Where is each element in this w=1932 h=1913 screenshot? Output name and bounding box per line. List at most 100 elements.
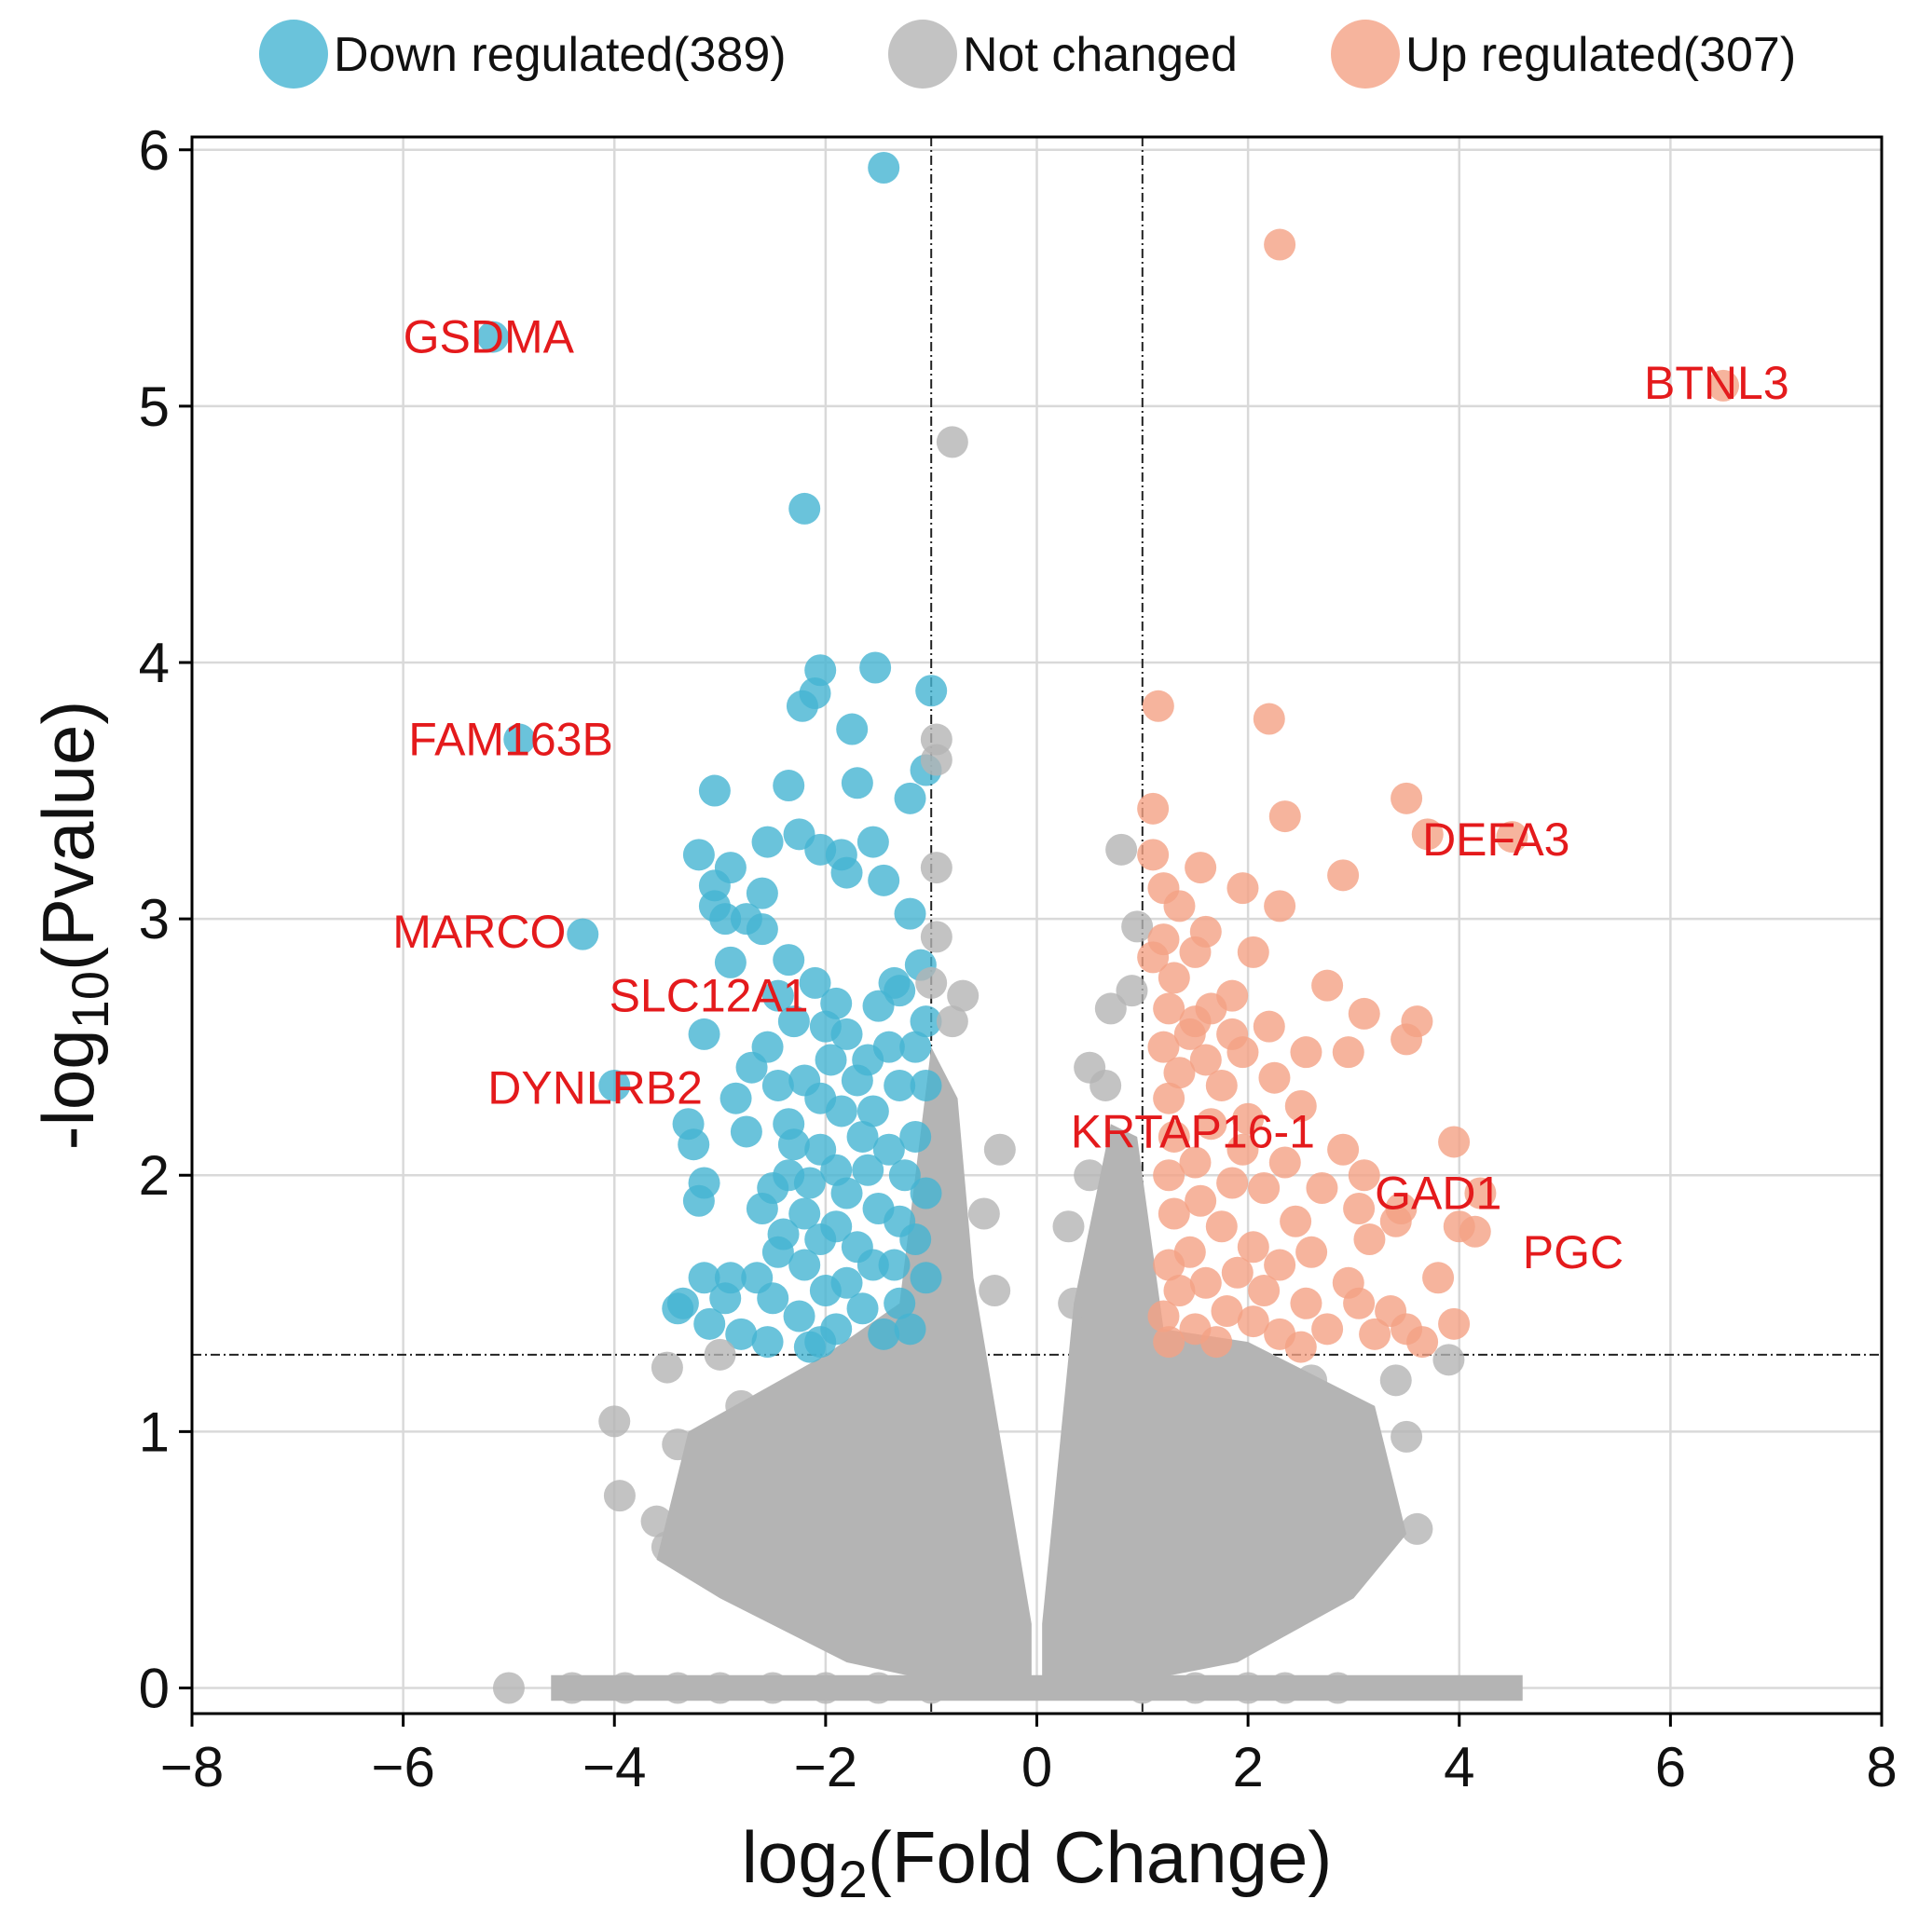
up-point xyxy=(1142,690,1174,722)
nc-point xyxy=(704,1672,736,1704)
up-point xyxy=(1359,1318,1391,1350)
up-point xyxy=(1237,1231,1269,1264)
nc-point xyxy=(555,1672,588,1704)
nc-point xyxy=(757,1672,789,1704)
up-point xyxy=(1284,1089,1317,1122)
down-point xyxy=(841,767,873,799)
down-point xyxy=(868,1318,900,1350)
up-point xyxy=(1268,1146,1301,1179)
down-point xyxy=(804,1223,837,1256)
x-axis-title-rest: (Fold Change) xyxy=(868,1816,1333,1898)
gene-label: PGC xyxy=(1523,1226,1624,1278)
down-point xyxy=(830,1177,863,1209)
down-point xyxy=(899,1223,932,1256)
down-point xyxy=(788,1249,821,1281)
down-point xyxy=(856,1095,889,1127)
up-point xyxy=(1496,821,1528,854)
up-point xyxy=(1248,1172,1281,1204)
down-point xyxy=(688,1018,720,1050)
nc-point xyxy=(915,1672,948,1704)
up-point xyxy=(1411,818,1444,851)
nc-point xyxy=(830,1441,863,1473)
x-tick-label: 6 xyxy=(1655,1736,1686,1798)
down-point xyxy=(746,877,778,909)
x-tick-label: 4 xyxy=(1444,1736,1474,1798)
down-point xyxy=(773,944,805,977)
down-point xyxy=(698,890,731,922)
nc-point xyxy=(1179,1672,1212,1704)
y-axis-title-rest: (Pvalue) xyxy=(27,701,109,971)
down-point xyxy=(899,1031,932,1063)
y-tick-label: 0 xyxy=(139,1657,170,1719)
down-point xyxy=(788,492,821,525)
down-point xyxy=(884,1069,916,1101)
down-point xyxy=(682,1184,715,1217)
nc-point xyxy=(1105,833,1138,866)
up-point xyxy=(1153,1082,1185,1114)
x-tick-label: −6 xyxy=(371,1736,434,1798)
up-legend-label: Up regulated(307) xyxy=(1405,28,1796,82)
up-point xyxy=(1226,1133,1259,1166)
down-point xyxy=(761,1236,794,1268)
x-tick-label: 2 xyxy=(1232,1736,1263,1798)
nc-point xyxy=(1094,992,1127,1025)
down-point xyxy=(746,913,778,946)
up-point xyxy=(1707,369,1740,402)
down-point xyxy=(682,839,715,871)
down-point xyxy=(910,1005,942,1038)
gene-labels: GSDMA BTNL3 FAM163B DEFA3 MARCO SLC12A1 DYNLRB… xyxy=(392,311,1788,1278)
up-point xyxy=(1438,1307,1471,1340)
axis-ticks: −8 −6 −4 −2 0 2 4 6 8 0 1 2 3 4 5 6 xyxy=(139,119,1898,1798)
up-point xyxy=(1327,859,1360,892)
down-point xyxy=(910,1177,942,1209)
up-point xyxy=(1226,872,1259,905)
up-point xyxy=(1137,792,1170,825)
up-point xyxy=(1147,1031,1180,1063)
up-point xyxy=(1195,1108,1227,1141)
nc-point xyxy=(1052,1210,1085,1243)
up-point xyxy=(1379,1205,1412,1237)
nc-point xyxy=(603,1480,636,1512)
data-points xyxy=(476,152,1740,1704)
nc-point xyxy=(915,966,948,999)
nc-point xyxy=(936,1005,968,1038)
y-axis-title-subscript: 10 xyxy=(61,971,119,1029)
up-point xyxy=(1332,1036,1364,1069)
up-point xyxy=(1179,936,1212,968)
down-point xyxy=(836,713,869,745)
up-point xyxy=(1158,962,1190,994)
down-point xyxy=(777,1128,810,1161)
up-point xyxy=(1264,890,1296,922)
up-point xyxy=(1185,852,1217,884)
nc-cloud-baseline xyxy=(551,1674,1523,1701)
y-tick-label: 2 xyxy=(139,1144,170,1207)
up-point xyxy=(1163,890,1196,922)
up-point xyxy=(1348,1159,1380,1192)
down-point xyxy=(746,1193,778,1225)
down-point xyxy=(503,723,536,756)
up-point xyxy=(1438,1126,1471,1158)
up-point xyxy=(1179,1146,1212,1179)
down-point xyxy=(910,1262,942,1294)
up-point xyxy=(1185,1184,1217,1217)
down-point xyxy=(894,897,926,930)
down-point xyxy=(783,1300,815,1332)
nc-point xyxy=(920,921,952,953)
up-point xyxy=(1264,228,1296,261)
up-point xyxy=(1248,1275,1281,1307)
up-point xyxy=(1343,1287,1376,1319)
up-point xyxy=(1353,1223,1386,1256)
down-point xyxy=(725,1318,758,1350)
up-point xyxy=(1189,1044,1222,1076)
nc-point xyxy=(1089,1069,1122,1101)
down-point xyxy=(786,690,818,722)
up-point xyxy=(1137,839,1170,871)
down-point xyxy=(830,1266,863,1299)
down-point xyxy=(761,979,794,1012)
down-point xyxy=(730,1115,762,1148)
down-point xyxy=(841,1064,873,1097)
up-point xyxy=(1422,1262,1455,1294)
down-point xyxy=(757,1282,789,1315)
up-point xyxy=(1237,936,1269,968)
nc-point xyxy=(967,1197,1000,1230)
